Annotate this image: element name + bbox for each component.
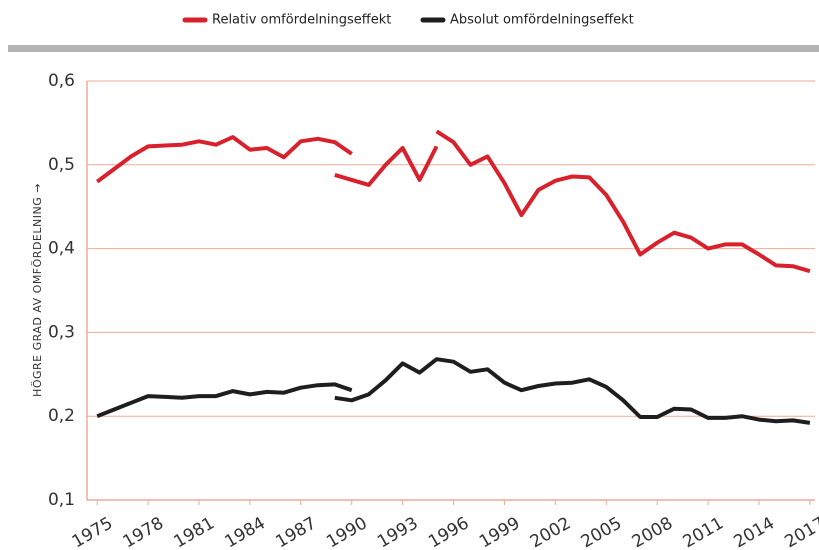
x-tick-label: 1987 xyxy=(272,513,319,550)
y-tick-label: 0,1 xyxy=(48,490,75,510)
x-tick-label: 1993 xyxy=(374,513,421,550)
legend-label: Absolut omfördelningseffekt xyxy=(450,13,634,28)
x-tick-label: 2002 xyxy=(527,513,574,550)
y-tick-label: 0,3 xyxy=(48,322,75,342)
x-tick-label: 2008 xyxy=(629,513,676,550)
x-tick-label: 1975 xyxy=(69,513,116,550)
series-line xyxy=(96,357,811,425)
y-tick-label: 0,6 xyxy=(48,71,75,91)
x-tick-label: 1978 xyxy=(120,513,167,550)
x-tick-label: 1996 xyxy=(425,513,472,550)
x-tick-label: 1990 xyxy=(323,513,370,550)
x-tick-label: 1981 xyxy=(171,513,218,550)
header-bar xyxy=(8,45,819,52)
x-tick-label: 2014 xyxy=(731,513,778,550)
x-tick-label: 2005 xyxy=(578,513,625,550)
series-line xyxy=(96,129,811,274)
y-tick-label: 0,2 xyxy=(48,406,75,426)
y-tick-label: 0,4 xyxy=(48,239,75,259)
legend-label: Relativ omfördelningseffekt xyxy=(212,13,391,28)
x-tick-label: 2017 xyxy=(781,513,819,550)
y-axis-label: HÖGRE GRAD AV OMFÖRDELNING → xyxy=(31,183,44,397)
x-tick-label: 2011 xyxy=(680,513,727,550)
x-tick-label: 1999 xyxy=(476,513,523,550)
y-tick-label: 0,5 xyxy=(48,155,75,175)
x-tick-label: 1984 xyxy=(221,513,268,550)
